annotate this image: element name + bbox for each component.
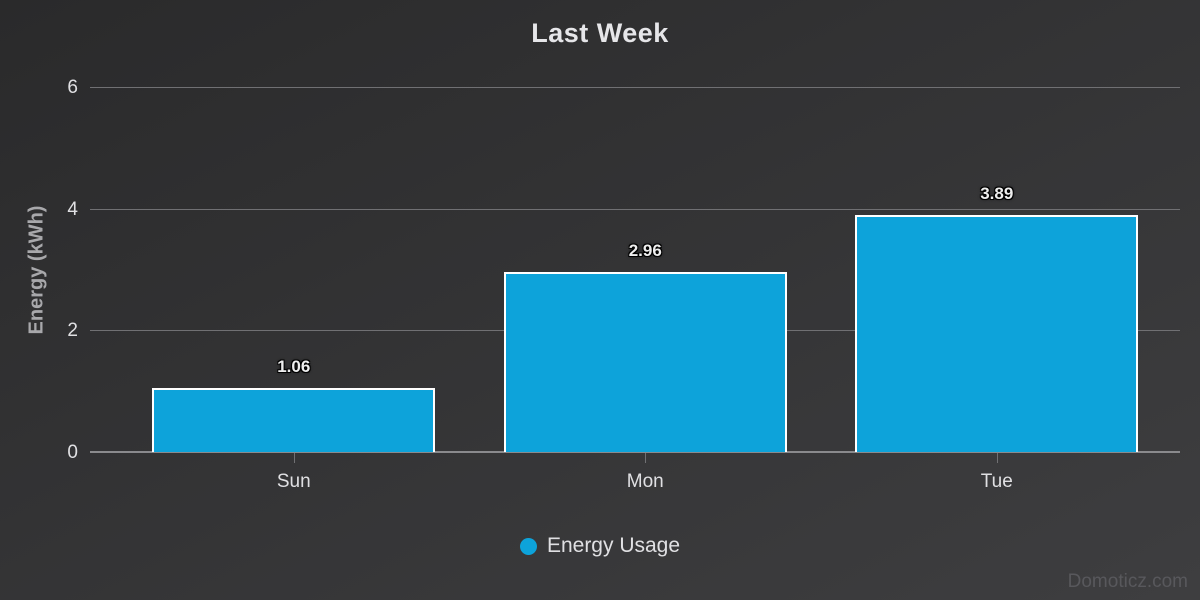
y-tick-label: 2 [67,320,78,342]
x-axis-label-tue: Tue [980,471,1013,492]
watermark-credits[interactable]: Domoticz.com [1067,571,1188,592]
bar-sun[interactable] [152,387,436,452]
x-axis-tick [645,453,647,463]
legend-label: Energy Usage [546,534,681,557]
x-axis-tick [293,453,295,463]
bar-mon[interactable] [503,271,787,452]
gridline [90,87,1180,88]
bar-value-label: 2.96 [628,240,662,260]
legend: Energy Usage [0,534,1200,558]
bar-tue[interactable] [855,215,1139,452]
x-axis-line [90,451,1180,453]
y-tick-label: 0 [67,442,78,463]
chart-title: Last Week [531,18,669,48]
y-axis-title: Energy (kWh) [25,205,48,335]
y-tick-label: 4 [67,198,78,220]
legend-item-energy-usage[interactable]: Energy Usage [519,534,681,558]
x-axis-tick [996,453,998,463]
bar-value-label: 1.06 [277,356,311,376]
gridline [90,208,1180,210]
y-tick-label: 6 [67,77,78,98]
bar-value-label: 3.89 [980,184,1014,204]
x-axis-label-sun: Sun [276,471,311,492]
x-axis-label-mon: Mon [626,471,664,492]
circle-icon [519,537,537,555]
